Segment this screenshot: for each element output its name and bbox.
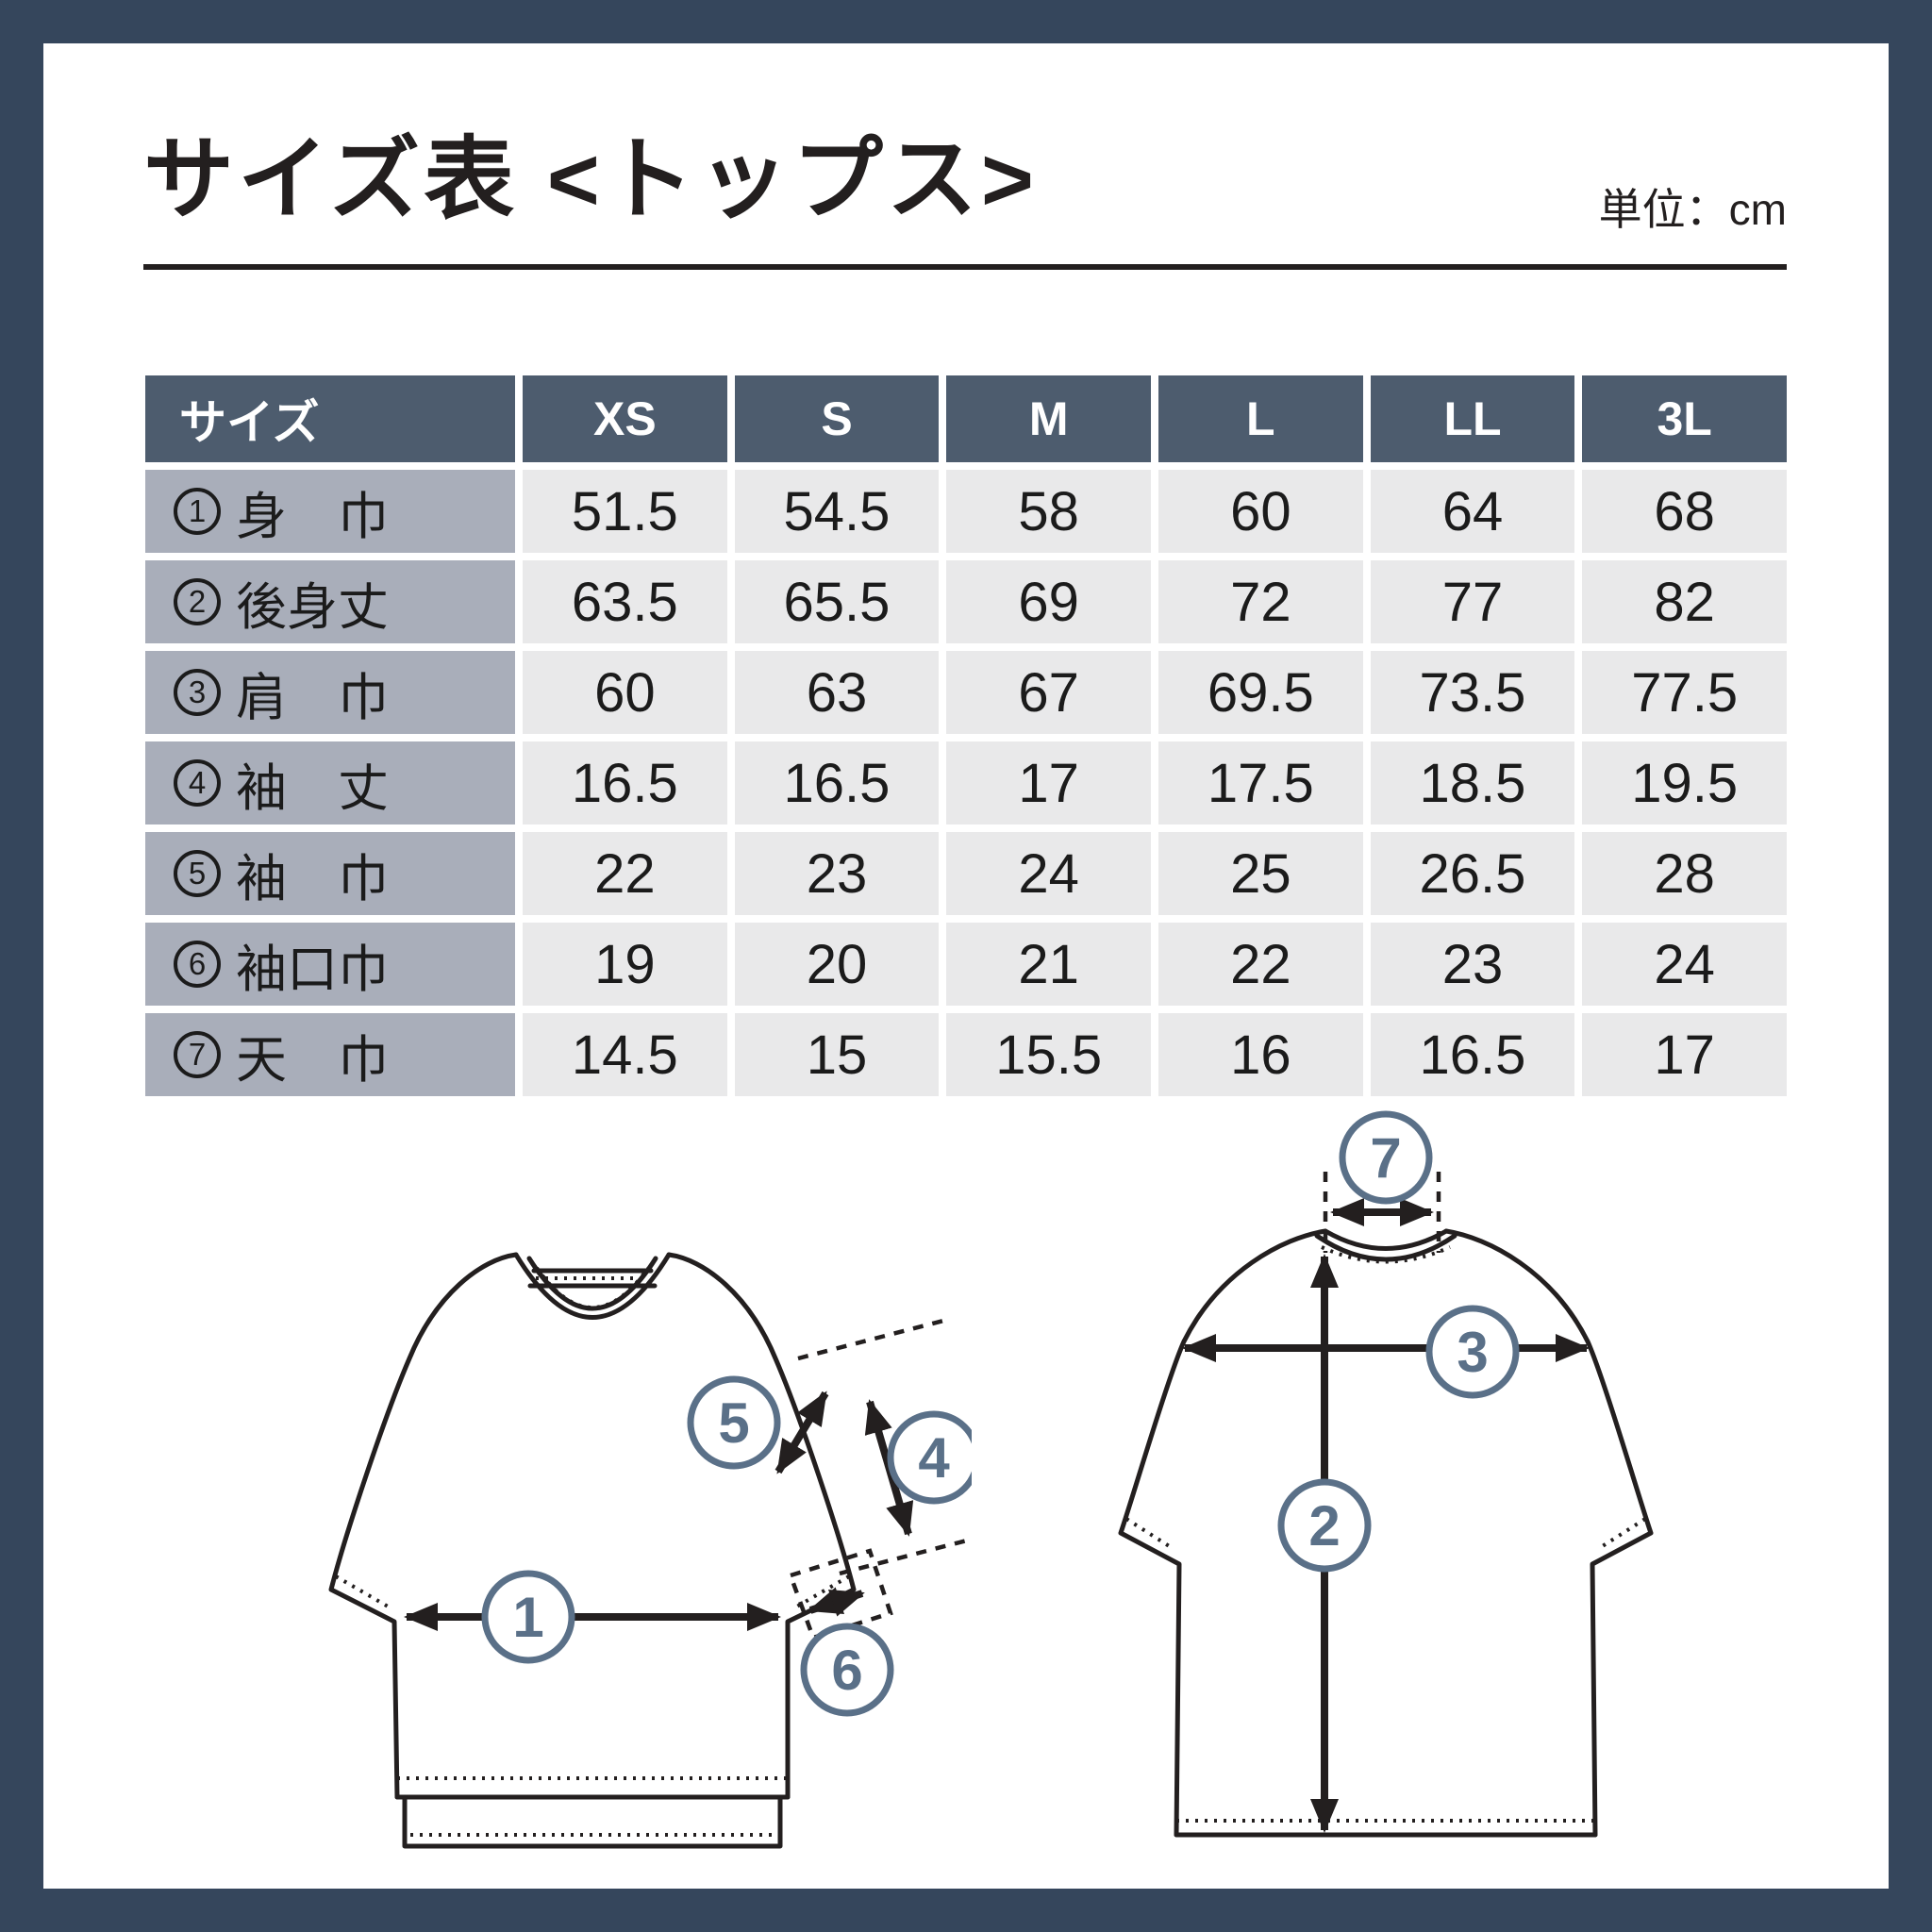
measure-marker-5: 5: [687, 1375, 781, 1470]
header-cell: 3L: [1582, 375, 1787, 462]
value-cell: 26.5: [1370, 832, 1575, 915]
row-label-text: 肩 巾: [236, 669, 389, 726]
value-cell: 20: [734, 923, 940, 1006]
header-cell: S: [734, 375, 940, 462]
back-measure-arrows: [1182, 1198, 1590, 1833]
value-cell: 60: [1158, 470, 1363, 553]
value-cell: 65.5: [734, 560, 940, 643]
value-cell: 51.5: [523, 470, 727, 553]
row-label-text: 天 巾: [236, 1031, 389, 1089]
svg-text:4: 4: [918, 1426, 950, 1490]
value-cell: 22: [1158, 923, 1363, 1006]
svg-text:7: 7: [1370, 1126, 1401, 1190]
row-label: 6 袖口巾: [145, 923, 515, 1006]
circled-number: 7: [174, 1031, 221, 1078]
value-cell: 64: [1370, 470, 1575, 553]
measure-marker-2: 2: [1277, 1478, 1372, 1573]
svg-text:5: 5: [718, 1391, 749, 1455]
row-label-text: 袖口巾: [236, 941, 389, 998]
svg-text:2: 2: [1308, 1494, 1340, 1557]
value-cell: 67: [946, 651, 1151, 734]
circled-number: 1: [174, 488, 221, 535]
title-divider: [143, 264, 1787, 270]
back-stitch-lines: [1124, 1245, 1647, 1823]
value-cell: 23: [734, 832, 940, 915]
circled-number: 6: [174, 941, 221, 988]
row-label: 7 天 巾: [145, 1013, 515, 1096]
circled-number: 3: [174, 669, 221, 716]
value-cell: 16.5: [1370, 1013, 1575, 1096]
value-cell: 23: [1370, 923, 1575, 1006]
front-measure-arrows: [404, 1391, 914, 1631]
page-title: サイズ表 <トップス>: [143, 129, 1038, 230]
circled-number: 5: [174, 850, 221, 897]
row-label: 1 身 巾: [145, 470, 515, 553]
value-cell: 16: [1158, 1013, 1363, 1096]
value-cell: 77.5: [1582, 651, 1787, 734]
value-cell: 17: [1582, 1013, 1787, 1096]
measure-marker-4: 4: [887, 1410, 972, 1505]
value-cell: 69.5: [1158, 651, 1363, 734]
measure-marker-1: 1: [481, 1570, 575, 1664]
value-cell: 24: [946, 832, 1151, 915]
value-cell: 82: [1582, 560, 1787, 643]
circled-number: 4: [174, 759, 221, 807]
svg-text:6: 6: [831, 1639, 862, 1702]
value-cell: 63: [734, 651, 940, 734]
row-label: 4 袖 丈: [145, 741, 515, 824]
size-table: サイズ XS S M L LL 3L 1 身 巾 51.5 54.5 58 60 64 68 2 後身丈 63.5…: [145, 375, 1787, 1096]
row-label: 2 後身丈: [145, 560, 515, 643]
back-shirt-outline: [1118, 1228, 1654, 1838]
value-cell: 28: [1582, 832, 1787, 915]
value-cell: 22: [523, 832, 727, 915]
value-cell: 54.5: [734, 470, 940, 553]
measure-marker-6: 6: [800, 1623, 894, 1717]
value-cell: 68: [1582, 470, 1787, 553]
value-cell: 58: [946, 470, 1151, 553]
value-cell: 17.5: [1158, 741, 1363, 824]
value-cell: 63.5: [523, 560, 727, 643]
value-cell: 15.5: [946, 1013, 1151, 1096]
value-cell: 15: [734, 1013, 940, 1096]
value-cell: 25: [1158, 832, 1363, 915]
header-cell: LL: [1370, 375, 1575, 462]
header-cell: サイズ: [145, 375, 515, 462]
value-cell: 19.5: [1582, 741, 1787, 824]
back-measure-guides: [1323, 1172, 1441, 1253]
measure-marker-7: 7: [1339, 1110, 1433, 1205]
front-measure-guides: [788, 1318, 972, 1641]
row-label-text: 後身丈: [236, 578, 389, 636]
value-cell: 18.5: [1370, 741, 1575, 824]
value-cell: 16.5: [523, 741, 727, 824]
row-label-text: 袖 丈: [236, 759, 389, 817]
row-label: 5 袖 巾: [145, 832, 515, 915]
value-cell: 14.5: [523, 1013, 727, 1096]
row-label-text: 身 巾: [236, 488, 389, 545]
value-cell: 17: [946, 741, 1151, 824]
value-cell: 77: [1370, 560, 1575, 643]
front-shirt-diagram: 1 5 4 6: [328, 1252, 972, 1849]
value-cell: 19: [523, 923, 727, 1006]
back-shirt-diagram: 7 3 2: [1118, 1110, 1654, 1838]
svg-text:3: 3: [1457, 1321, 1488, 1384]
row-label: 3 肩 巾: [145, 651, 515, 734]
value-cell: 72: [1158, 560, 1363, 643]
measure-marker-3: 3: [1425, 1305, 1520, 1399]
value-cell: 24: [1582, 923, 1787, 1006]
value-cell: 69: [946, 560, 1151, 643]
row-label-text: 袖 巾: [236, 850, 389, 908]
value-cell: 60: [523, 651, 727, 734]
front-shirt-outline: [328, 1252, 857, 1849]
value-cell: 16.5: [734, 741, 940, 824]
unit-label: 単位：cm: [1598, 185, 1787, 234]
value-cell: 21: [946, 923, 1151, 1006]
header-cell: M: [946, 375, 1151, 462]
svg-text:1: 1: [512, 1586, 543, 1649]
circled-number: 2: [174, 578, 221, 625]
header-cell: L: [1158, 375, 1363, 462]
value-cell: 73.5: [1370, 651, 1575, 734]
header-cell: XS: [523, 375, 727, 462]
